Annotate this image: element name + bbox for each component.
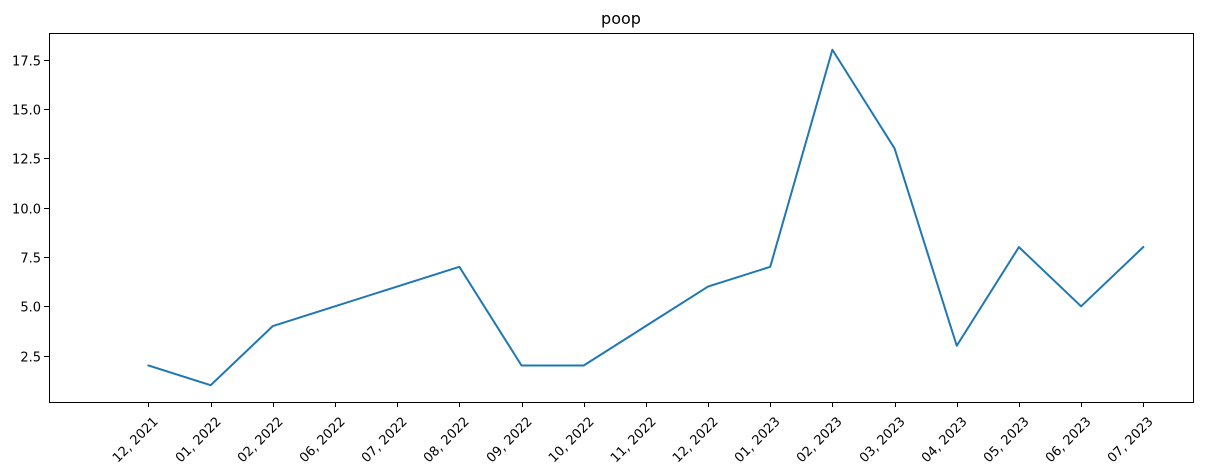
y-tick-label: 12.5: [12, 153, 41, 168]
x-tick-label: 08, 2022: [421, 414, 473, 466]
series-line: [147, 48, 1145, 387]
x-tick-label: 01, 2023: [732, 414, 784, 466]
y-tick-label: 17.5: [12, 55, 41, 70]
series-layer: [147, 48, 1145, 387]
x-tick-label: 02, 2023: [794, 414, 846, 466]
y-tick-label: 15.0: [12, 104, 41, 119]
x-tick-label: 03, 2023: [857, 414, 909, 466]
x-tick-label: 02, 2022: [235, 414, 287, 466]
y-tick-label: 5.0: [20, 301, 41, 316]
x-tick-label: 04, 2023: [919, 414, 971, 466]
y-tick-label: 2.5: [20, 351, 41, 366]
x-tick-label: 11, 2022: [608, 414, 660, 466]
x-tick-label: 01, 2022: [173, 414, 225, 466]
x-tick-label: 12, 2022: [670, 414, 722, 466]
y-tick-label: 7.5: [20, 252, 41, 267]
y-tick-label: 10.0: [12, 203, 41, 218]
plot-area-frame: [49, 33, 1194, 403]
x-tick-label: 07, 2023: [1105, 414, 1157, 466]
chart-title: poop: [601, 9, 641, 28]
x-tick-label: 12, 2021: [110, 414, 162, 466]
x-tick-label: 07, 2022: [359, 414, 411, 466]
x-tick-label: 06, 2023: [1043, 414, 1095, 466]
x-tick-label: 09, 2022: [484, 414, 536, 466]
y-axis: 2.5 5.0 7.5 10.0 12.5 15.0 17.5: [12, 55, 49, 366]
x-tick-label: 06, 2022: [297, 414, 349, 466]
x-tick-label: 10, 2022: [546, 414, 598, 466]
x-axis: 12, 2021 01, 2022 02, 2022 06, 2022 07, 2022…: [110, 402, 1157, 466]
x-tick-label: 05, 2023: [981, 414, 1033, 466]
